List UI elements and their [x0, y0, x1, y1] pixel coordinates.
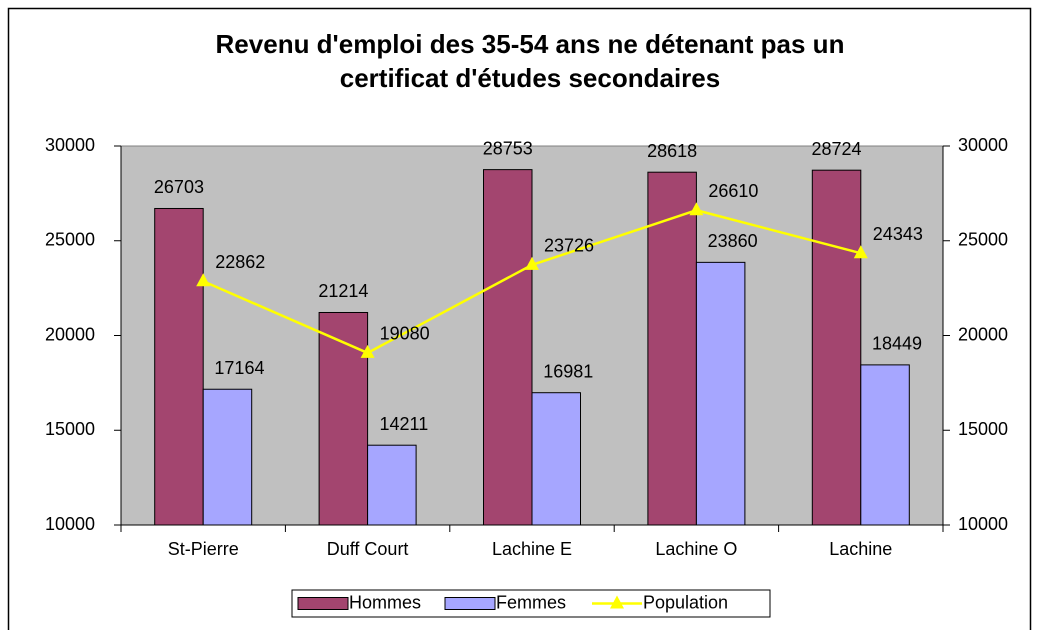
data-label: 18449 — [872, 334, 922, 354]
y2-tick-label: 20000 — [958, 324, 1008, 344]
legend-swatch — [444, 597, 496, 610]
legend-label: Hommes — [349, 592, 421, 612]
data-label: 23726 — [544, 236, 594, 256]
line-marker — [360, 344, 375, 358]
y-tick-label: 25000 — [45, 230, 95, 250]
y-tick-label: 20000 — [45, 324, 95, 344]
bar — [531, 392, 581, 526]
y2-tick-label: 30000 — [958, 135, 1008, 155]
x-tick-label: Lachine — [829, 539, 892, 559]
data-label: 22862 — [215, 252, 265, 272]
line-marker — [853, 245, 868, 259]
x-tick-label: Duff Court — [327, 539, 409, 559]
bar — [318, 311, 369, 526]
data-label: 19080 — [380, 324, 430, 344]
bar — [695, 261, 746, 526]
legend-marker — [610, 595, 624, 609]
line-marker — [525, 256, 539, 270]
chart-title-line-2: certificat d'études secondaires — [340, 63, 720, 93]
data-label: 28618 — [647, 141, 697, 161]
x-tick-label: St-Pierre — [168, 539, 239, 559]
chart-title: Revenu d'emploi des 35-54 ans ne détenan… — [216, 29, 845, 59]
data-label: 21214 — [318, 281, 368, 301]
legend-label: Population — [643, 592, 728, 612]
data-label: 17164 — [214, 358, 264, 378]
x-tick-label: Lachine O — [655, 539, 737, 559]
bar — [154, 207, 204, 526]
bar — [647, 171, 697, 526]
legend-swatch — [297, 597, 349, 610]
y-tick-label: 15000 — [45, 419, 95, 439]
y-tick-label: 10000 — [45, 514, 95, 534]
bar — [483, 169, 533, 526]
data-label: 16981 — [543, 361, 593, 381]
legend-box — [291, 589, 771, 618]
bar — [811, 169, 862, 526]
y2-tick-label: 15000 — [958, 419, 1008, 439]
line-marker — [689, 202, 704, 216]
y2-tick-label: 10000 — [958, 514, 1008, 534]
y-tick-label: 30000 — [45, 135, 95, 155]
bar — [860, 364, 910, 526]
line-marker — [196, 273, 211, 287]
x-tick-label: Lachine E — [492, 539, 572, 559]
data-label: 28753 — [483, 138, 533, 158]
legend-label: Femmes — [496, 592, 566, 612]
data-label: 23860 — [708, 231, 758, 251]
bar — [367, 444, 417, 526]
bar — [202, 388, 253, 526]
y2-tick-label: 25000 — [958, 230, 1008, 250]
data-label: 14211 — [379, 414, 428, 434]
data-label: 24343 — [873, 224, 923, 244]
data-label: 26703 — [154, 177, 204, 197]
data-label: 26610 — [708, 181, 758, 201]
data-label: 28724 — [812, 139, 862, 159]
